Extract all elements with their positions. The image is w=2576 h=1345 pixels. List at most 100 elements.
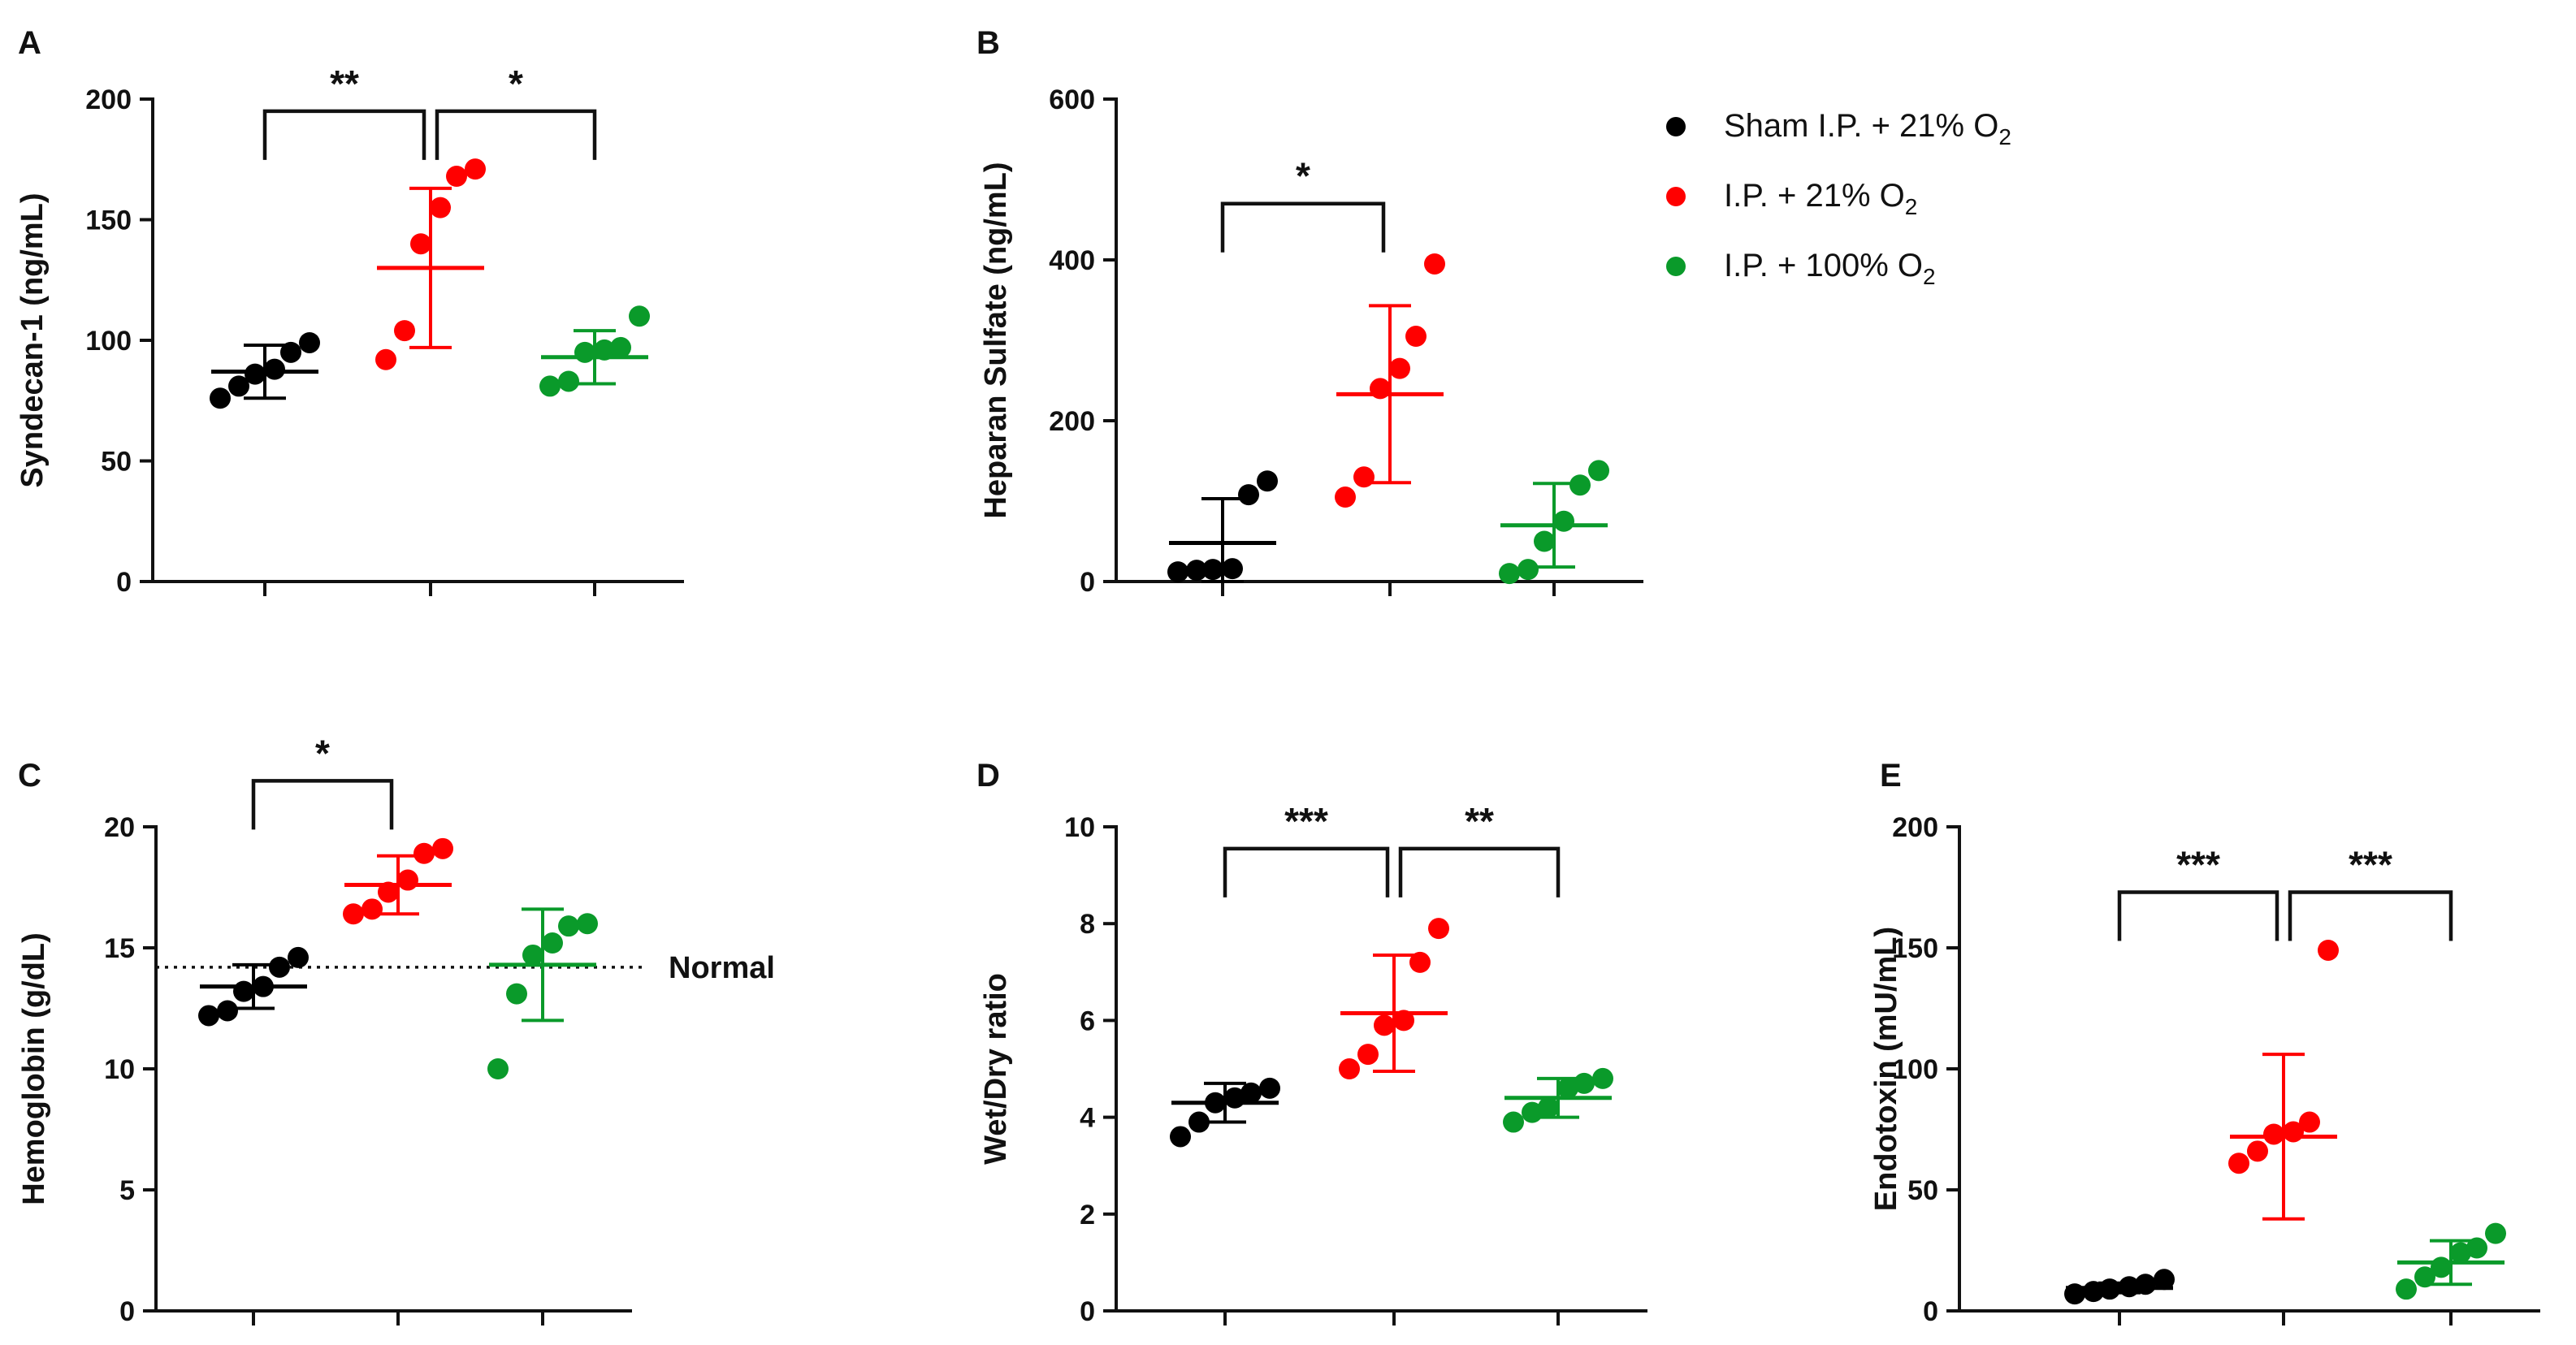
panel-letter: E: [1880, 758, 1902, 794]
significance-label: **: [1465, 800, 1494, 842]
group-3: [539, 305, 650, 397]
y-tick-label: 150: [1892, 933, 1938, 964]
group-3: [487, 907, 598, 1079]
data-point: [542, 932, 563, 954]
legend-marker: [1666, 257, 1686, 276]
group-1: [2064, 1269, 2175, 1305]
significance-label: **: [330, 63, 359, 105]
data-point: [1424, 253, 1445, 275]
significance-bracket: ***: [2288, 843, 2453, 941]
data-point: [522, 944, 543, 966]
data-point: [1393, 1010, 1414, 1031]
data-point: [2299, 1111, 2320, 1133]
group-2: [343, 837, 453, 925]
y-axis-title: Hemoglobin (g/dL): [17, 932, 51, 1205]
significance-bracket: *: [1220, 155, 1386, 253]
panel-E: E 0 50 100 150 200 Endotoxin (mU/mL) *** ***: [1869, 758, 2540, 1327]
data-point: [1522, 1101, 1543, 1123]
data-point: [1357, 1044, 1379, 1066]
y-tick-label: 5: [119, 1175, 135, 1206]
y-tick-label: 200: [1892, 812, 1938, 843]
data-point: [245, 363, 266, 385]
legend-item: Sham I.P. + 21% O2: [1666, 108, 2011, 149]
bracket-line: [251, 779, 394, 830]
y-tick-label: 50: [1907, 1175, 1938, 1206]
data-point: [2263, 1123, 2284, 1145]
data-point: [253, 975, 274, 997]
y-tick-label: 0: [116, 567, 132, 598]
legend-label: Sham I.P. + 21% O2: [1724, 108, 2011, 149]
significance-bracket: *: [435, 63, 597, 160]
data-point: [2466, 1237, 2487, 1259]
y-tick-label: 4: [1080, 1103, 1095, 1134]
data-point: [299, 331, 320, 353]
data-point: [1517, 559, 1539, 581]
legend-item: I.P. + 100% O2: [1666, 248, 1936, 289]
panel-B: B 0 200 400 600 Heparan Sulfate (ng/mL) *: [976, 25, 1643, 598]
y-tick-label: 20: [104, 812, 135, 843]
bracket-line: [2288, 890, 2453, 941]
data-point: [1186, 560, 1207, 582]
significance-label: ***: [2349, 843, 2392, 885]
group-2: [1339, 918, 1449, 1079]
data-point: [217, 1000, 238, 1022]
bracket-line: [1220, 201, 1386, 253]
legend-item: I.P. + 21% O2: [1666, 178, 1917, 219]
data-point: [487, 1058, 509, 1079]
group-3: [1499, 460, 1609, 585]
data-point: [506, 983, 527, 1005]
data-point: [397, 869, 418, 891]
data-point: [1238, 484, 1259, 506]
y-axis-title: Endotoxin (mU/mL): [1869, 927, 1903, 1211]
data-point: [2135, 1274, 2156, 1295]
y-axis-title: Wet/Dry ratio: [979, 973, 1013, 1165]
panel-letter: D: [976, 758, 1000, 794]
data-point: [539, 375, 561, 397]
data-point: [1569, 474, 1591, 496]
data-point: [465, 158, 486, 180]
data-point: [558, 915, 579, 937]
significance-label: ***: [1284, 800, 1328, 842]
y-tick-label: 200: [1049, 406, 1095, 437]
legend-subscript: 2: [1998, 124, 2011, 149]
significance-label: *: [1296, 155, 1310, 197]
y-tick-label: 100: [1892, 1054, 1938, 1085]
data-point: [269, 956, 290, 978]
significance-label: *: [509, 63, 523, 105]
significance-label: *: [315, 732, 330, 774]
data-point: [210, 387, 231, 409]
legend-marker: [1666, 187, 1686, 206]
group-2: [1335, 253, 1445, 508]
data-point: [1240, 1082, 1262, 1104]
data-point: [1374, 1014, 1395, 1036]
data-point: [2396, 1278, 2417, 1300]
data-point: [2414, 1266, 2435, 1288]
data-point: [1592, 1067, 1613, 1089]
y-axis-title: Syndecan-1 (ng/mL): [15, 192, 50, 487]
data-point: [1222, 558, 1243, 580]
data-point: [1335, 487, 1356, 508]
y-tick-label: 150: [85, 205, 132, 236]
data-point: [1534, 530, 1555, 552]
data-point: [574, 341, 595, 363]
y-tick-label: 10: [104, 1054, 135, 1085]
data-point: [1353, 466, 1375, 488]
y-tick-label: 0: [119, 1296, 135, 1327]
y-tick-label: 2: [1080, 1200, 1095, 1230]
data-point: [558, 370, 579, 392]
group-1: [1170, 1077, 1280, 1148]
legend-subscript: 2: [1923, 264, 1936, 289]
data-point: [1553, 510, 1574, 532]
data-point: [1428, 918, 1449, 940]
significance-bracket: *: [251, 732, 394, 830]
data-point: [1499, 563, 1520, 585]
data-point: [2318, 939, 2339, 961]
data-point: [2485, 1222, 2506, 1244]
data-point: [1574, 1072, 1595, 1094]
y-tick-label: 0: [1923, 1296, 1938, 1327]
group-2: [2228, 939, 2339, 1221]
data-point: [1557, 1077, 1578, 1099]
